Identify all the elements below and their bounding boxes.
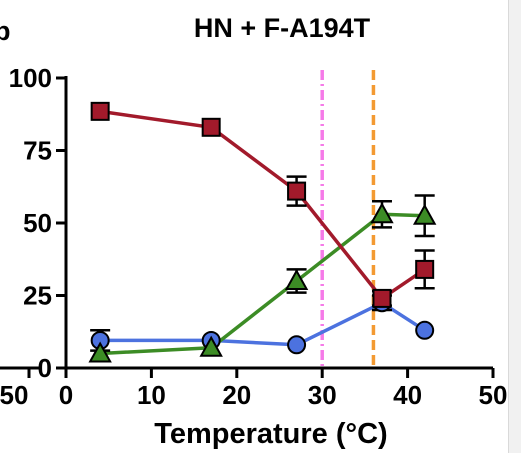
data-point-triangle bbox=[199, 335, 223, 357]
series-layer bbox=[88, 101, 437, 363]
data-point-triangle bbox=[412, 203, 437, 225]
x-tick-label: 10 bbox=[137, 380, 166, 410]
y-tick-label: 25 bbox=[23, 281, 52, 311]
data-point-triangle bbox=[370, 202, 394, 224]
data-point-circle bbox=[287, 335, 307, 355]
y-tick-label: 100 bbox=[9, 63, 52, 93]
y-tick-label: 75 bbox=[23, 136, 52, 166]
ticks: 0 10 20 30 40 50 0 25 50 75 100 bbox=[9, 63, 508, 410]
x-tick-label: 30 bbox=[308, 380, 337, 410]
x-tick-label: 20 bbox=[222, 380, 251, 410]
series-line-square bbox=[99, 109, 426, 301]
x-tick-label: 50 bbox=[479, 380, 508, 410]
left-panel-x-tick: 50 bbox=[0, 380, 28, 410]
x-tick-label: 0 bbox=[59, 380, 73, 410]
data-point-square bbox=[415, 259, 435, 279]
data-point-triangle bbox=[284, 268, 309, 290]
data-point-circle bbox=[415, 320, 435, 340]
series-line-triangle bbox=[100, 212, 425, 356]
data-point-triangle bbox=[88, 341, 112, 363]
panel-letter: b bbox=[0, 16, 11, 46]
chart-title: HN + F-A194T bbox=[194, 13, 371, 43]
y-tick-label: 50 bbox=[23, 208, 52, 238]
data-point-square bbox=[201, 117, 221, 137]
data-point-square bbox=[372, 288, 392, 308]
data-point-square bbox=[90, 101, 110, 121]
reference-lines bbox=[320, 70, 376, 368]
y-tick-label: 0 bbox=[38, 353, 52, 383]
x-axis-label: Temperature (°C) bbox=[154, 418, 387, 450]
data-point-square bbox=[287, 181, 307, 201]
window-edge bbox=[508, 0, 521, 453]
x-tick-label: 40 bbox=[393, 380, 422, 410]
